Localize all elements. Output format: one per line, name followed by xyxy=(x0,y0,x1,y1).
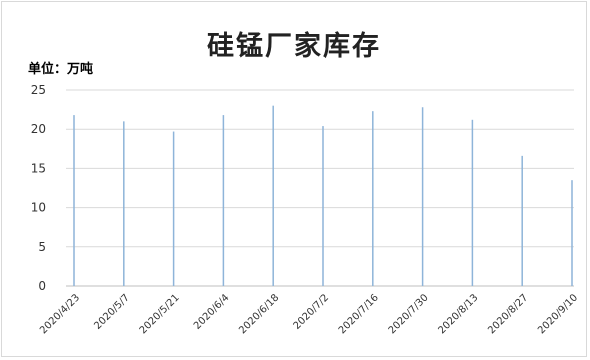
bar xyxy=(571,180,573,286)
bar xyxy=(123,121,125,286)
x-tick-label: 2020/6/18 xyxy=(237,292,281,336)
bar xyxy=(521,155,523,286)
bar xyxy=(372,111,374,286)
y-tick-label: 20 xyxy=(31,122,46,136)
x-tick-label: 2020/9/10 xyxy=(536,292,580,336)
x-tick-label: 2020/8/27 xyxy=(486,292,530,336)
y-tick-label: 0 xyxy=(38,279,46,293)
unit-label: 单位：万吨 xyxy=(28,62,94,77)
bar xyxy=(471,119,474,287)
x-tick-label: 2020/6/4 xyxy=(192,292,232,332)
x-tick-label: 2020/8/13 xyxy=(436,292,480,336)
x-tick-label: 2020/7/2 xyxy=(292,292,332,332)
x-tick-label: 2020/5/7 xyxy=(92,292,132,332)
y-tick-label: 5 xyxy=(38,240,46,254)
bar xyxy=(172,131,175,286)
chart-title: 硅锰厂家库存 xyxy=(207,31,381,62)
bar xyxy=(73,115,75,286)
x-tick-label: 2020/7/16 xyxy=(337,292,381,336)
y-tick-label: 25 xyxy=(31,83,46,97)
x-tick-label: 2020/4/23 xyxy=(38,292,82,336)
y-tick-label: 10 xyxy=(31,201,46,215)
bar xyxy=(272,105,274,287)
bar xyxy=(421,107,424,286)
x-tick-label: 2020/7/30 xyxy=(387,292,431,336)
x-tick-label: 2020/5/21 xyxy=(138,292,182,336)
bar xyxy=(322,126,324,287)
bar xyxy=(222,115,225,286)
y-tick-label: 15 xyxy=(31,161,46,175)
